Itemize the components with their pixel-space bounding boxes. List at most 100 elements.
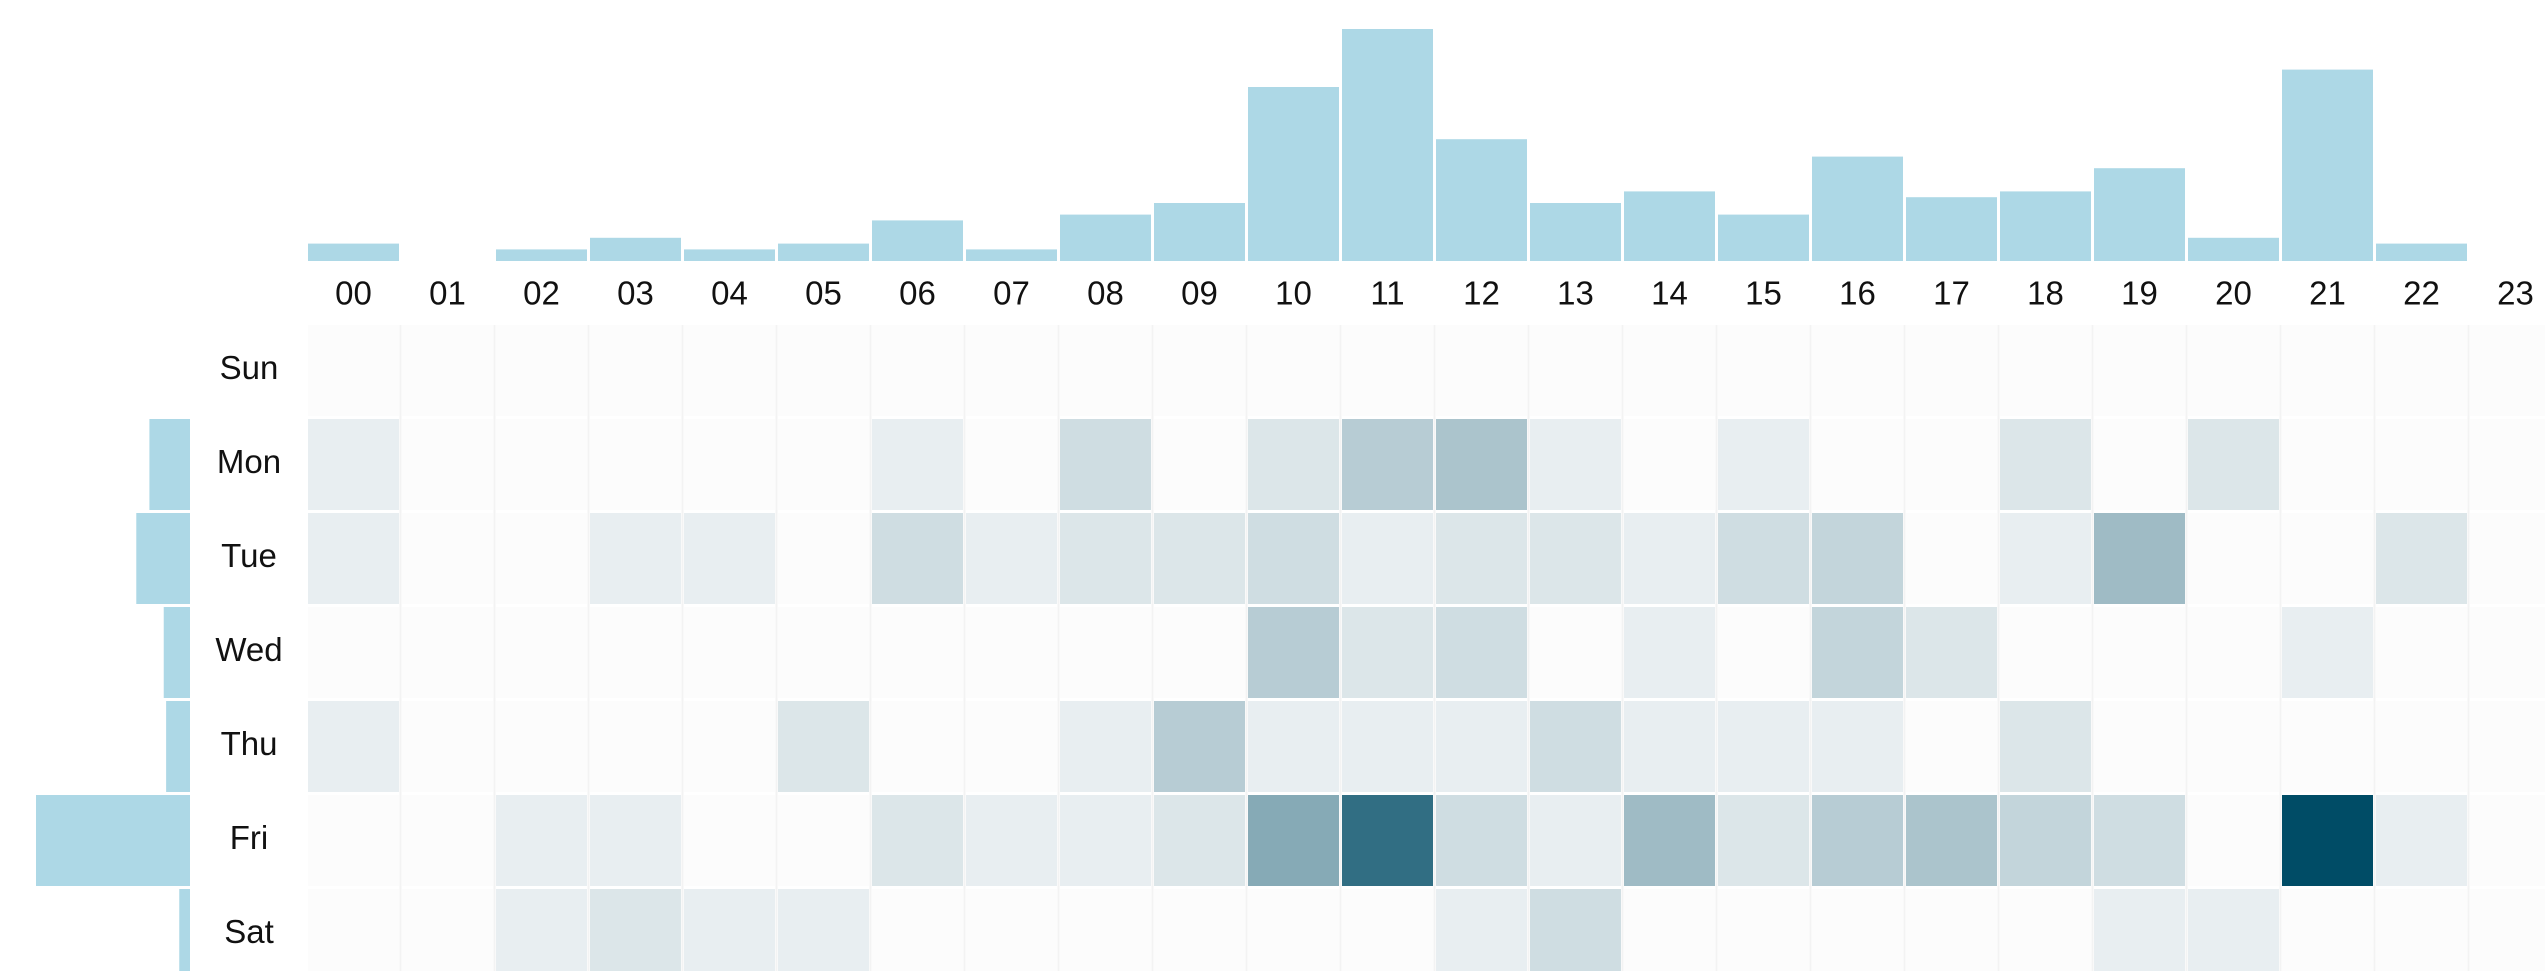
hour-bar xyxy=(1060,214,1151,261)
hour-label: 20 xyxy=(2215,275,2252,312)
heat-cell xyxy=(966,607,1057,698)
heat-cell xyxy=(1248,889,1339,971)
heat-cell xyxy=(2094,513,2185,604)
heat-cell xyxy=(1624,701,1715,792)
heat-cell xyxy=(1248,419,1339,510)
heat-cell xyxy=(1530,513,1621,604)
heat-cell xyxy=(1342,607,1433,698)
heat-cell xyxy=(1154,419,1245,510)
heat-cell xyxy=(308,889,399,971)
heat-cell xyxy=(1154,889,1245,971)
heat-cell xyxy=(1530,607,1621,698)
heat-cell xyxy=(684,889,775,971)
hour-label: 13 xyxy=(1557,275,1594,312)
heat-cell xyxy=(1530,419,1621,510)
heat-cell xyxy=(590,701,681,792)
heat-cell xyxy=(1906,513,1997,604)
hour-bar xyxy=(684,249,775,261)
heat-cell xyxy=(308,513,399,604)
hour-bar xyxy=(1718,214,1809,261)
day-label: Thu xyxy=(221,725,278,762)
heat-cell xyxy=(2376,701,2467,792)
heat-cell xyxy=(684,701,775,792)
heat-cell xyxy=(1812,325,1903,416)
heat-cell xyxy=(402,795,493,886)
heat-cell xyxy=(496,513,587,604)
heat-cell xyxy=(1812,419,1903,510)
hour-label: 14 xyxy=(1651,275,1688,312)
heat-cell xyxy=(2282,513,2373,604)
heat-cell xyxy=(1060,325,1151,416)
heat-cell xyxy=(590,889,681,971)
heat-cell xyxy=(2470,701,2545,792)
heat-cell xyxy=(1812,513,1903,604)
heat-cell xyxy=(1906,889,1997,971)
hour-label: 00 xyxy=(335,275,372,312)
heat-cell xyxy=(778,325,869,416)
heat-cell xyxy=(1812,889,1903,971)
hour-label: 17 xyxy=(1933,275,1970,312)
heat-cell xyxy=(402,513,493,604)
hour-bar xyxy=(308,243,399,261)
heat-cell xyxy=(1906,325,1997,416)
heat-cell xyxy=(1812,607,1903,698)
heat-cell xyxy=(1436,795,1527,886)
heat-cell xyxy=(2470,513,2545,604)
hour-label: 21 xyxy=(2309,275,2346,312)
heat-cell xyxy=(2094,701,2185,792)
hour-bar xyxy=(1248,87,1339,261)
heat-cell xyxy=(308,325,399,416)
heat-cell xyxy=(2282,419,2373,510)
hour-bar xyxy=(1154,203,1245,261)
heat-cell xyxy=(2282,325,2373,416)
heat-cell xyxy=(2188,701,2279,792)
hour-bar xyxy=(2282,69,2373,261)
hour-label: 19 xyxy=(2121,275,2158,312)
heat-cell xyxy=(1436,513,1527,604)
hour-bar xyxy=(1812,156,1903,261)
day-label: Wed xyxy=(215,631,282,668)
heat-cell xyxy=(2188,607,2279,698)
heat-cell xyxy=(1248,325,1339,416)
heat-cell xyxy=(1906,795,1997,886)
hour-label: 01 xyxy=(429,275,466,312)
heat-cell xyxy=(872,701,963,792)
heat-cell xyxy=(1436,701,1527,792)
hour-label: 11 xyxy=(1370,275,1404,312)
heat-cell xyxy=(1342,701,1433,792)
heat-cell xyxy=(1718,701,1809,792)
hour-bar xyxy=(1530,203,1621,261)
heat-cell xyxy=(2188,419,2279,510)
heat-cell xyxy=(778,513,869,604)
hour-bar xyxy=(1342,29,1433,261)
heat-cell xyxy=(2094,889,2185,971)
hour-bar xyxy=(778,243,869,261)
heat-cell xyxy=(1060,513,1151,604)
heat-cell xyxy=(1342,419,1433,510)
heat-cell xyxy=(2094,607,2185,698)
heat-cell xyxy=(1906,701,1997,792)
hour-bar xyxy=(966,249,1057,261)
heat-cell xyxy=(778,795,869,886)
heat-cell xyxy=(1436,607,1527,698)
heat-cell xyxy=(966,419,1057,510)
day-bar xyxy=(149,419,190,510)
heat-cell xyxy=(2188,889,2279,971)
hour-bar xyxy=(590,237,681,261)
hour-bar xyxy=(2376,243,2467,261)
heat-cell xyxy=(1624,889,1715,971)
heat-cell xyxy=(2376,889,2467,971)
heat-cell xyxy=(2282,889,2373,971)
hour-bar xyxy=(872,220,963,261)
heat-cell xyxy=(1154,325,1245,416)
hour-bar xyxy=(2000,191,2091,261)
hour-bar xyxy=(1624,191,1715,261)
heat-cell xyxy=(684,513,775,604)
heat-cell xyxy=(1154,701,1245,792)
heat-cell xyxy=(2000,889,2091,971)
heat-cell xyxy=(1624,513,1715,604)
hour-label: 09 xyxy=(1181,275,1218,312)
heat-cell xyxy=(1530,701,1621,792)
